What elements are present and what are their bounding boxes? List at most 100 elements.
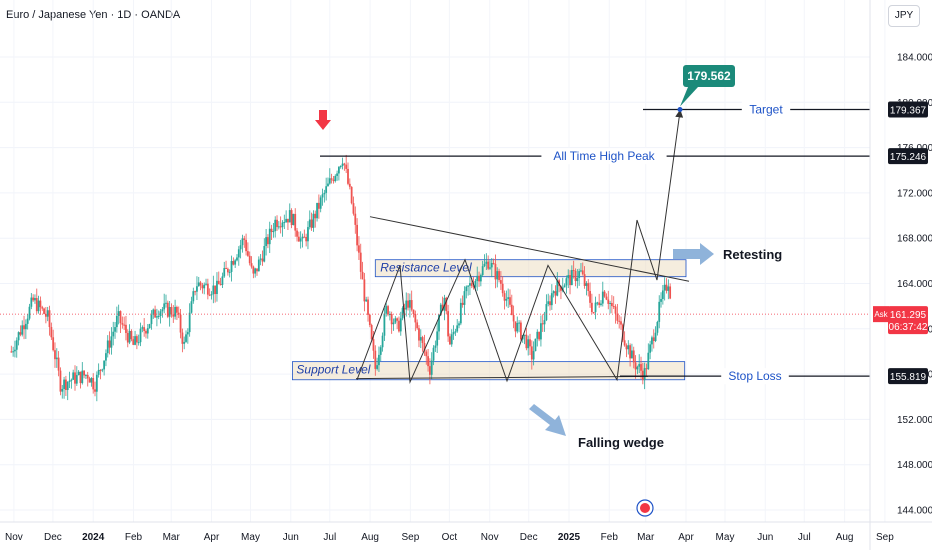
candle-body bbox=[90, 378, 93, 383]
x-tick-label: Aug bbox=[836, 532, 854, 543]
candle-body bbox=[454, 331, 457, 333]
candle-body bbox=[34, 298, 36, 301]
candle-body bbox=[367, 299, 369, 315]
candle-body bbox=[243, 238, 246, 240]
candle-body bbox=[350, 186, 353, 204]
candle-body bbox=[459, 302, 462, 324]
candle-body bbox=[205, 283, 207, 285]
candle-body bbox=[432, 347, 435, 361]
resistance-zone[interactable] bbox=[374, 259, 687, 278]
ask-label: Ask bbox=[874, 310, 888, 319]
currency-button[interactable]: JPY bbox=[888, 5, 920, 27]
candle-body bbox=[307, 227, 309, 242]
candle-body bbox=[576, 278, 579, 282]
candle-body bbox=[310, 219, 313, 228]
candle-body bbox=[541, 323, 544, 325]
candle-body bbox=[19, 332, 22, 335]
candle-body bbox=[334, 175, 337, 182]
candle-body bbox=[554, 291, 557, 296]
candle-body bbox=[470, 283, 473, 286]
candle-body bbox=[647, 352, 650, 370]
candle-body bbox=[61, 388, 64, 392]
candle-body bbox=[86, 374, 89, 379]
candle-body bbox=[429, 366, 431, 375]
candle-body bbox=[163, 303, 166, 310]
candle-body bbox=[399, 318, 402, 332]
y-tick-label: 148.000 bbox=[897, 460, 932, 471]
support-zone[interactable] bbox=[291, 361, 686, 381]
candle-body bbox=[580, 270, 582, 272]
candle-body bbox=[605, 296, 608, 300]
candle-body bbox=[108, 340, 111, 348]
candle-body bbox=[540, 323, 542, 340]
candle-body bbox=[24, 323, 27, 330]
candle-body bbox=[247, 251, 249, 256]
candle-body bbox=[21, 325, 24, 335]
candle-body bbox=[272, 231, 275, 233]
candle-body bbox=[449, 336, 451, 345]
candle-body bbox=[425, 351, 428, 357]
candle-body bbox=[292, 213, 295, 226]
candle-body bbox=[285, 218, 288, 223]
candle-body bbox=[609, 302, 611, 304]
candle-body bbox=[170, 306, 173, 315]
candle-body bbox=[68, 380, 71, 382]
candle-body bbox=[456, 325, 459, 332]
falling-wedge-label: Falling wedge bbox=[578, 435, 664, 450]
candle-body bbox=[407, 300, 409, 308]
retesting-arrow-icon bbox=[673, 243, 714, 265]
candle-body bbox=[267, 237, 269, 245]
candle-body bbox=[536, 331, 539, 339]
candle-body bbox=[325, 186, 328, 193]
candle-body bbox=[141, 327, 144, 329]
candle-body bbox=[72, 372, 75, 380]
candle-body bbox=[217, 280, 220, 285]
candle-body bbox=[119, 311, 122, 324]
candle-body bbox=[520, 322, 522, 340]
candle-body bbox=[239, 245, 242, 250]
projection-path bbox=[356, 109, 684, 384]
candle-body bbox=[416, 322, 419, 329]
candle-body bbox=[550, 293, 553, 306]
candle-body bbox=[649, 344, 652, 353]
candle-body bbox=[589, 290, 591, 303]
candle-body bbox=[665, 284, 668, 291]
candle-body bbox=[321, 194, 324, 198]
candle-body bbox=[645, 368, 648, 370]
candle-body bbox=[281, 222, 284, 228]
candle-body bbox=[299, 238, 302, 242]
candle-body bbox=[135, 336, 138, 343]
candle-body bbox=[401, 307, 404, 319]
target-badge[interactable] bbox=[683, 65, 735, 87]
candle-body bbox=[15, 340, 18, 350]
candle-body bbox=[263, 246, 266, 262]
candle-body bbox=[85, 374, 87, 376]
candle-body bbox=[503, 293, 506, 301]
candle-body bbox=[603, 291, 606, 297]
candle-body bbox=[197, 282, 200, 287]
candle-body bbox=[117, 311, 120, 316]
candle-body bbox=[134, 336, 136, 345]
candle-body bbox=[479, 275, 482, 282]
candle-body bbox=[323, 192, 326, 195]
candle-body bbox=[616, 313, 619, 321]
candle-body bbox=[383, 313, 386, 336]
candle-body bbox=[345, 164, 348, 169]
candle-body bbox=[354, 213, 357, 225]
candle-body bbox=[83, 370, 85, 376]
candle-body bbox=[48, 310, 51, 328]
candle-body bbox=[618, 320, 621, 322]
candle-body bbox=[469, 283, 471, 286]
candle-body bbox=[552, 291, 555, 294]
candle-body bbox=[66, 381, 69, 391]
candle-body bbox=[101, 369, 104, 371]
candle-body bbox=[381, 335, 384, 348]
candle-body bbox=[629, 345, 631, 359]
x-tick-label: Jul bbox=[798, 532, 811, 543]
candle-body bbox=[330, 178, 333, 180]
candle-body bbox=[458, 323, 460, 326]
candle-body bbox=[132, 339, 135, 345]
candle-body bbox=[438, 314, 440, 332]
stop-loss-price-text: 155.819 bbox=[890, 372, 927, 383]
